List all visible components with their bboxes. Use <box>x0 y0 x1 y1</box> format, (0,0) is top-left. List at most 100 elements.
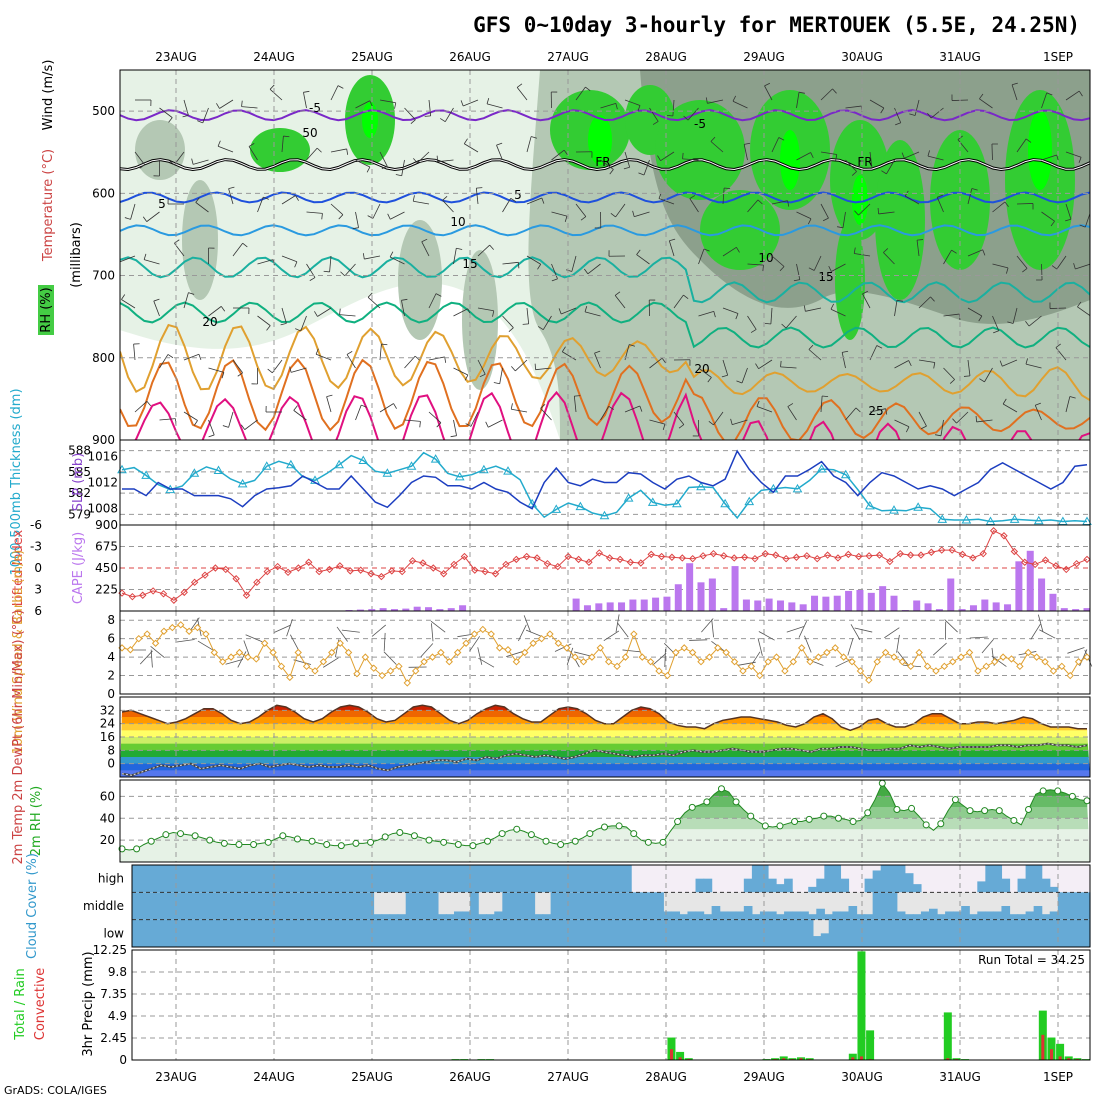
rh-point <box>147 837 155 845</box>
cloud-cell <box>462 911 471 920</box>
rh-point <box>937 820 945 828</box>
chart-title: GFS 0~10day 3-hourly for MERTOUEK (5.5E,… <box>473 13 1080 37</box>
rh-point <box>557 841 565 849</box>
wind-barb-flag <box>901 152 905 159</box>
wind-barb <box>976 419 993 423</box>
cloud-cell <box>236 865 246 893</box>
wind-barb <box>475 188 479 205</box>
cloud-cell <box>884 919 893 947</box>
wind-barb <box>561 307 577 315</box>
wind-barb <box>248 146 258 161</box>
wind-speed-point <box>395 662 403 671</box>
cloud-cell <box>670 919 679 947</box>
tick-label: 7.35 <box>100 987 127 1001</box>
cape-bar <box>958 609 966 611</box>
cloud-cell <box>836 919 846 947</box>
wind-barb-flag <box>1065 218 1072 222</box>
cloud-cell <box>333 865 342 893</box>
wind-speed-point <box>428 653 437 661</box>
wind-barb <box>477 244 490 257</box>
precip-convective-bar <box>851 1057 855 1060</box>
cloud-cell <box>429 892 439 920</box>
axis-label: Convective <box>33 968 48 1041</box>
wind-speed-point <box>1083 653 1091 661</box>
wind-barb-flag <box>584 268 589 275</box>
cape-bar <box>754 600 762 611</box>
rh-point <box>820 812 828 820</box>
series-line <box>121 451 1088 523</box>
tick-label: 8 <box>107 743 115 757</box>
wind-barb-flag <box>975 415 978 422</box>
rh-shading <box>780 130 800 190</box>
wind-barb <box>850 624 861 641</box>
lifted-index-point <box>813 554 821 563</box>
wind-barb <box>916 240 920 257</box>
tick-label: 2 <box>107 669 115 683</box>
axis-label: Wind (m/s) <box>41 60 56 131</box>
cloud-cell <box>504 919 513 947</box>
wind-speed-point <box>730 658 739 666</box>
wind-barb-flag <box>1002 398 1007 405</box>
wind-barb <box>1028 315 1042 327</box>
lifted-index-point <box>906 551 915 559</box>
rh-contour-label: 50 <box>302 126 317 140</box>
cloud-cell <box>856 914 866 920</box>
wind-barb <box>1041 154 1057 161</box>
wind-speed-point <box>831 644 839 652</box>
wind-barb-flag <box>323 270 330 273</box>
cloud-cell <box>622 919 632 947</box>
wind-barb <box>858 203 871 216</box>
thickness-point <box>623 493 634 502</box>
top-date-label: 29AUG <box>743 50 785 64</box>
cape-bar <box>606 602 614 611</box>
cloud-cell <box>751 865 761 893</box>
wind-barb <box>401 300 405 317</box>
lifted-index-point <box>948 546 956 554</box>
cape-bar <box>1004 604 1012 611</box>
wind-speed-point <box>1041 658 1049 666</box>
wind-barb <box>831 263 846 272</box>
wind-barb-flag <box>558 308 562 315</box>
tick-label: 3 <box>34 583 42 597</box>
wind-barb <box>159 418 176 421</box>
wind-barb-flag <box>381 343 388 346</box>
lifted-index-point <box>460 552 469 561</box>
wind-barb <box>634 211 650 218</box>
cloud-cell <box>923 919 933 947</box>
lifted-index-point <box>595 549 604 557</box>
wind-speed-point <box>579 658 588 666</box>
bottom-date-label: 26AUG <box>449 1070 491 1084</box>
wind-barb <box>584 311 601 317</box>
cloud-cell <box>301 892 310 920</box>
wind-barb-flag <box>637 105 641 112</box>
thickness-point <box>865 500 875 510</box>
isotherm-line <box>120 256 1090 304</box>
wind-speed-point <box>764 658 772 666</box>
wind-barb <box>554 643 572 652</box>
lifted-index-point <box>139 591 147 599</box>
cloud-cell <box>464 919 474 947</box>
wind-barb-flag <box>917 239 924 241</box>
wind-barb <box>526 197 542 205</box>
cloud-cell <box>824 914 833 920</box>
wind-barb-flag <box>267 368 273 374</box>
cloud-cell <box>928 908 938 920</box>
cloud-cell <box>1026 919 1036 947</box>
wind-barb <box>1039 629 1056 639</box>
rh-point <box>513 825 521 833</box>
lifted-index-point <box>844 550 853 559</box>
cape-bar <box>413 606 421 611</box>
cloud-cell <box>140 865 149 893</box>
wind-barb <box>542 315 552 330</box>
cloud-cell <box>623 865 632 893</box>
wind-speed-point <box>1024 648 1032 657</box>
cloud-cell <box>1041 878 1051 893</box>
wind-barb <box>862 293 871 309</box>
lifted-index-point <box>253 578 261 587</box>
thickness-point <box>237 478 248 488</box>
cloud-cell <box>437 914 447 920</box>
tick-label: 700 <box>92 269 115 283</box>
cape-li-panel: -6 -3 0 3 6 900 675 450 225 <box>30 518 1091 618</box>
wind-barb-flag <box>294 261 298 268</box>
wind-barb <box>918 411 927 427</box>
